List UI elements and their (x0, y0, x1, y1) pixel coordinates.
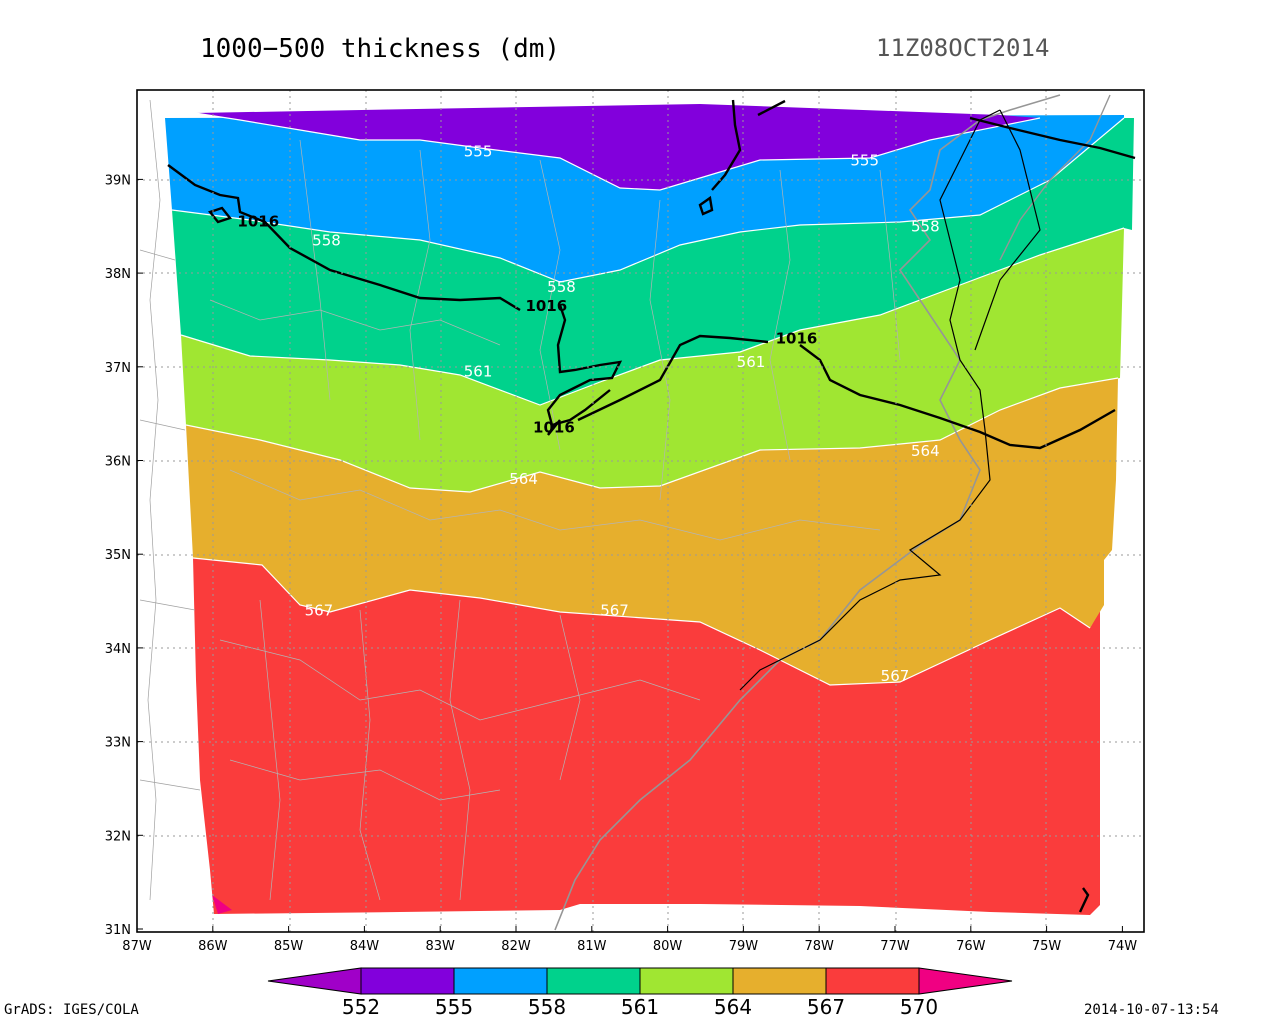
lon-tick-label: 82W (501, 939, 531, 954)
thickness-contour-label: 558 (911, 217, 940, 235)
latlon-grid (137, 90, 1144, 932)
chart-title: 1000−500 thickness (dm) (200, 34, 561, 64)
lat-tick-label: 39N (105, 173, 131, 188)
pressure-contour-label: 1016 (776, 330, 818, 348)
lon-tick-label: 76W (956, 939, 986, 954)
lon-tick-label: 85W (274, 939, 304, 954)
band-570-plus (212, 895, 232, 914)
valid-time: 11Z08OCT2014 (876, 34, 1050, 62)
lon-tick-label: 86W (198, 939, 228, 954)
colorbar-segment (825, 967, 920, 995)
thickness-contour-label: 561 (737, 353, 766, 371)
colorbar-label: 570 (900, 995, 938, 1019)
thickness-contour-label: 561 (464, 362, 493, 380)
thickness-contour-label: 567 (305, 601, 334, 619)
band-558-561 (172, 118, 1134, 405)
lat-tick-label: 31N (105, 923, 131, 938)
colorbar-label: 561 (621, 995, 659, 1019)
colorbar-label: 555 (435, 995, 473, 1019)
county-boundaries (209, 139, 901, 901)
lat-tick-label: 35N (105, 548, 131, 563)
thickness-contour-label: 564 (509, 470, 538, 488)
pressure-contour-label: 1016 (237, 213, 279, 231)
colorbar-label: 567 (807, 995, 845, 1019)
thickness-contour-label: 555 (850, 152, 879, 170)
pressure-labels: 1016 1016 1016 1016 (237, 213, 818, 437)
band-555-558 (165, 115, 1124, 282)
colorbar-label: 564 (714, 995, 752, 1019)
lon-tick-label: 80W (653, 939, 683, 954)
lat-tick-label: 34N (105, 642, 131, 657)
colorbar-segment (732, 967, 827, 995)
lat-tick-label: 38N (105, 267, 131, 282)
colorbar-max-arrow (918, 967, 1013, 995)
grads-credit: GrADS: IGES/COLA (4, 1002, 139, 1018)
band-552-555 (195, 104, 1040, 190)
colorbar-min-arrow (267, 967, 362, 995)
thickness-contour-label: 567 (600, 601, 629, 619)
lon-tick-label: 84W (350, 939, 380, 954)
colorbar-label: 558 (528, 995, 566, 1019)
plot-datestamp: 2014-10-07-13:54 (1084, 1002, 1219, 1018)
colorbar-segment (453, 967, 548, 995)
lon-tick-label: 75W (1032, 939, 1062, 954)
pressure-contour-label: 1016 (533, 419, 575, 437)
lat-tick-label: 36N (105, 455, 131, 470)
band-561-564 (181, 228, 1124, 492)
lon-tick-label: 81W (577, 939, 607, 954)
colorbar: 552 555 558 561 564 567 570 (267, 967, 1013, 1019)
lat-tick-label: 32N (105, 829, 131, 844)
lat-tick-label: 37N (105, 361, 131, 376)
thickness-contour-label: 558 (312, 231, 341, 249)
colorbar-segment (639, 967, 734, 995)
colorbar-segment (360, 967, 455, 995)
thickness-contour-label: 564 (911, 442, 940, 460)
thickness-contour-label: 555 (464, 142, 493, 160)
plot-frame (136, 89, 1145, 933)
thickness-labels: 555 555 558 558 558 561 561 564 564 567 567 567 (305, 142, 940, 685)
pressure-contour-label: 1016 (525, 297, 567, 315)
lon-tick-label: 78W (804, 939, 834, 954)
coastline (554, 94, 1061, 931)
lon-tick-label: 74W (1108, 939, 1138, 954)
thickness-contour-label: 558 (547, 278, 576, 296)
state-boundary-line-2 (974, 109, 1041, 351)
state-boundary-line (739, 109, 1001, 691)
thickness-contours (171, 112, 1125, 686)
band-564-567 (186, 378, 1118, 685)
map-layers: 555 555 558 558 558 561 561 564 564 567 567 567 101… (137, 90, 1144, 932)
lat-tick-label: 33N (105, 736, 131, 751)
west-county-lines (139, 99, 201, 901)
colorbar-label: 552 (342, 995, 380, 1019)
colorbar-segment (546, 967, 641, 995)
lon-tick-label: 83W (425, 939, 455, 954)
longitude-axis: 87W 86W 85W 84W 83W 82W 81W 80W 79W 78W 77W 76W 75W 7… (122, 926, 1137, 954)
lon-tick-label: 87W (122, 939, 152, 954)
thickness-contour-label: 567 (881, 667, 910, 685)
lon-tick-label: 79W (729, 939, 759, 954)
band-567-570 (193, 558, 1100, 915)
lon-tick-label: 77W (880, 939, 910, 954)
latitude-axis: 31N 32N 33N 34N 35N 36N 37N 38N 39N (105, 173, 143, 938)
